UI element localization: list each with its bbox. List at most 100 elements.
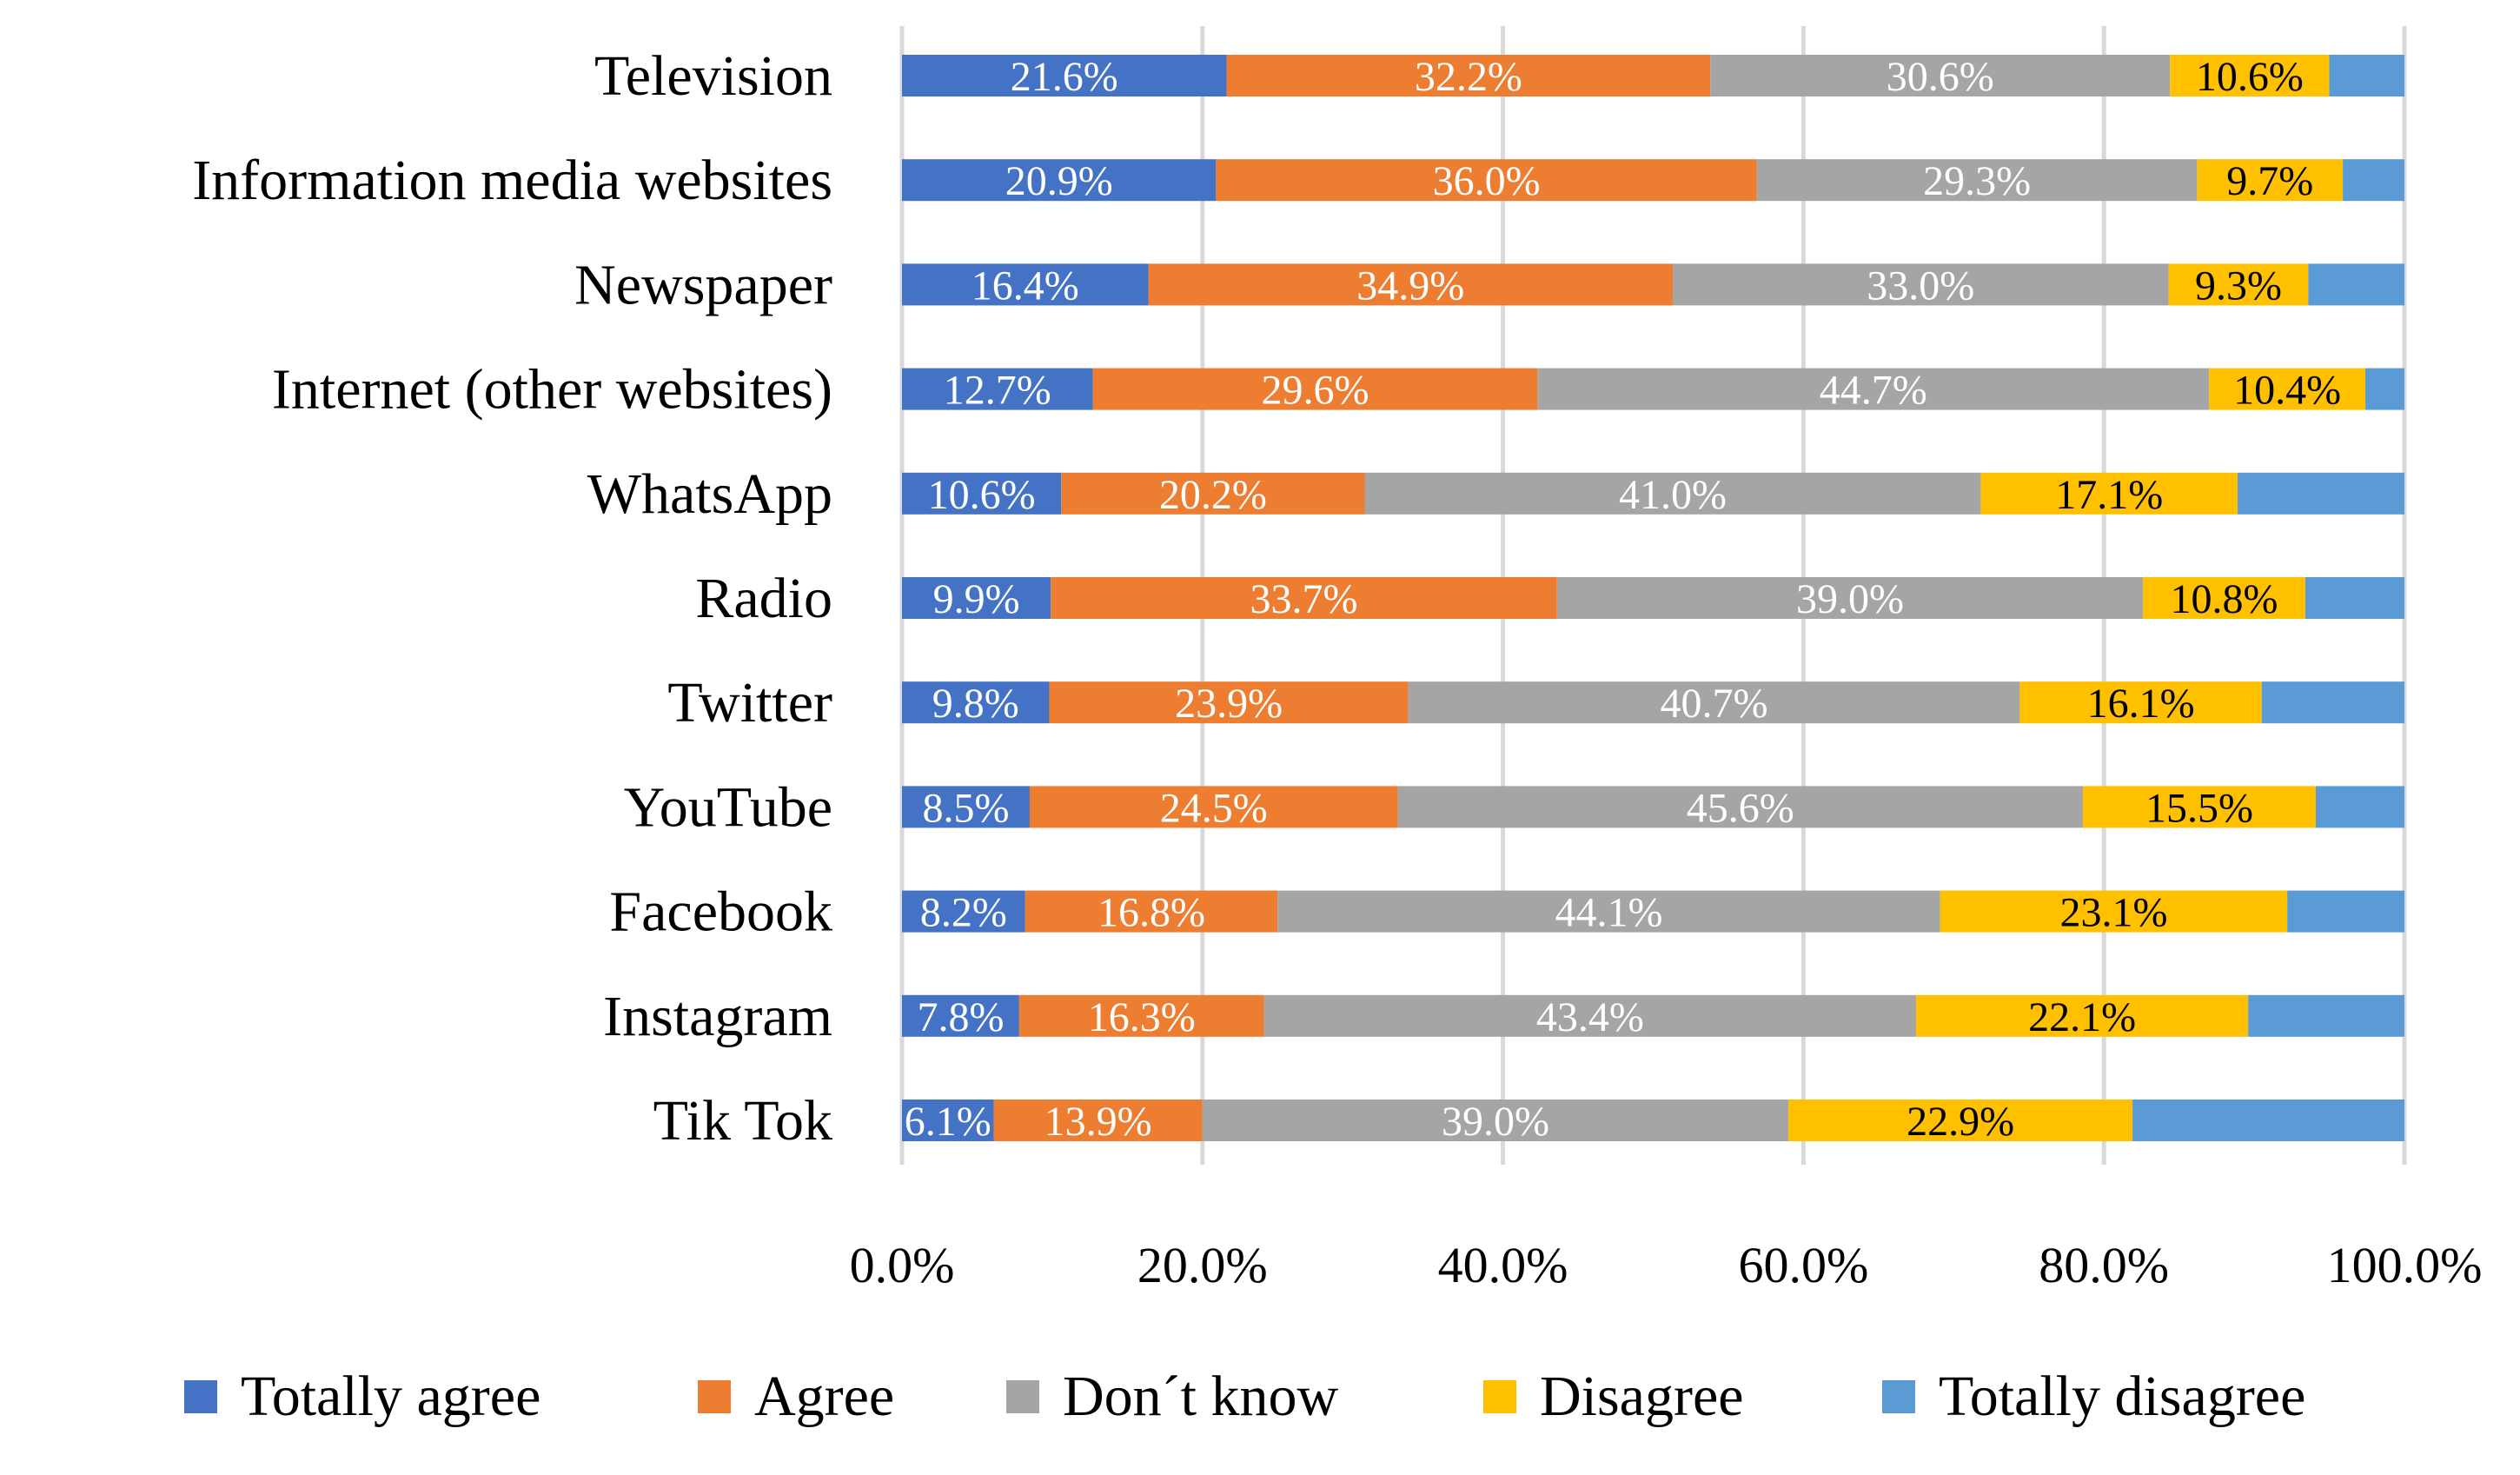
data-label-6-0: 9.8% xyxy=(932,681,1019,727)
bar-segment-2-4 xyxy=(2308,263,2404,306)
data-label-4-1: 20.2% xyxy=(1159,472,1267,518)
bar-segment-0-1 xyxy=(1226,55,1711,96)
data-label-7-1: 24.5% xyxy=(1160,785,1268,831)
data-label-9-2: 43.4% xyxy=(1536,994,1644,1040)
bar-segment-9-3 xyxy=(1916,994,2249,1037)
data-label-5-3: 10.8% xyxy=(2171,576,2278,622)
data-label-1-3: 9.7% xyxy=(2226,158,2313,204)
bar-segment-5-1 xyxy=(1051,577,1557,619)
bar-segment-6-1 xyxy=(1049,681,1409,724)
legend-swatch-0 xyxy=(184,1380,217,1413)
data-label-layer: 21.6% 32.2% 30.6% 10.6% 20.9% 36.0% 29.3% 9.7% 1… xyxy=(905,54,2341,1145)
bar-segment-10-4 xyxy=(2132,1100,2404,1141)
legend-label-0: Totally agree xyxy=(241,1365,540,1428)
data-label-2-1: 34.9% xyxy=(1356,262,1464,309)
value-axis: 0.0% 20.0% 40.0% 60.0% 80.0% 100.0% xyxy=(850,1237,2483,1293)
data-label-8-1: 16.8% xyxy=(1098,890,1205,936)
category-label-8: Facebook xyxy=(609,880,832,944)
category-label-4: WhatsApp xyxy=(587,462,832,526)
data-label-3-3: 10.4% xyxy=(2233,368,2341,414)
legend: Totally agree Agree Don´t know Disagree Tota… xyxy=(184,1365,2305,1428)
data-label-10-3: 22.9% xyxy=(1907,1099,2014,1145)
data-label-2-0: 16.4% xyxy=(972,262,1079,309)
data-label-1-0: 20.9% xyxy=(1005,158,1113,204)
category-label-1: Information media websites xyxy=(192,149,832,212)
bar-segment-5-0 xyxy=(902,577,1051,619)
x-tick-label-0: 0.0% xyxy=(850,1237,955,1293)
category-label-3: Internet (other websites) xyxy=(272,358,832,422)
category-label-10: Tik Tok xyxy=(653,1089,832,1153)
bar-segment-6-4 xyxy=(2261,681,2404,724)
bar-segment-5-3 xyxy=(2143,577,2305,619)
bar-segment-7-3 xyxy=(2082,786,2316,828)
x-tick-label-3: 60.0% xyxy=(1738,1237,1868,1293)
data-label-7-2: 45.6% xyxy=(1687,785,1794,831)
bar-segment-1-1 xyxy=(1216,159,1757,202)
data-label-9-3: 22.1% xyxy=(2028,994,2136,1040)
data-label-10-1: 13.9% xyxy=(1044,1099,1152,1145)
bar-segment-10-0 xyxy=(902,1100,994,1141)
data-label-0-0: 21.6% xyxy=(1011,54,1118,100)
bar-segment-8-4 xyxy=(2287,890,2404,933)
bar-segment-3-4 xyxy=(2365,368,2404,410)
category-label-0: Television xyxy=(594,44,832,108)
data-label-3-0: 12.7% xyxy=(944,368,1051,414)
category-axis: Television Information media websites News… xyxy=(192,44,832,1153)
legend-label-4: Totally disagree xyxy=(1939,1365,2305,1428)
category-label-5: Radio xyxy=(695,567,832,630)
bar-segment-7-1 xyxy=(1029,786,1398,828)
bar-segment-7-4 xyxy=(2315,786,2404,828)
legend-swatch-1 xyxy=(698,1380,731,1413)
legend-label-3: Disagree xyxy=(1540,1365,1744,1428)
bar-segment-8-2 xyxy=(1277,890,1940,933)
x-tick-label-4: 80.0% xyxy=(2039,1237,2169,1293)
x-tick-label-5: 100.0% xyxy=(2327,1237,2483,1293)
bar-segment-6-3 xyxy=(2019,681,2262,724)
x-tick-label-1: 20.0% xyxy=(1137,1237,1268,1293)
bar-segment-9-4 xyxy=(2248,994,2404,1037)
bar-segment-3-0 xyxy=(902,368,1093,410)
data-label-6-3: 16.1% xyxy=(2087,681,2195,727)
data-label-4-3: 17.1% xyxy=(2055,472,2163,518)
bar-segment-7-2 xyxy=(1397,786,2083,828)
bar-segment-1-0 xyxy=(902,159,1217,202)
bar-segment-2-0 xyxy=(902,263,1149,306)
data-label-0-3: 10.6% xyxy=(2196,54,2304,100)
data-label-9-1: 16.3% xyxy=(1088,994,1196,1040)
bar-segment-9-2 xyxy=(1263,994,1917,1037)
data-label-1-2: 29.3% xyxy=(1923,158,2031,204)
bar-segment-0-2 xyxy=(1710,55,2171,96)
data-label-8-3: 23.1% xyxy=(2059,890,2167,936)
bar-segment-10-1 xyxy=(993,1100,1203,1141)
data-label-8-0: 8.2% xyxy=(920,890,1007,936)
x-tick-label-2: 40.0% xyxy=(1438,1237,1568,1293)
data-label-9-0: 7.8% xyxy=(917,994,1004,1040)
category-label-7: YouTube xyxy=(624,775,832,839)
data-label-0-2: 30.6% xyxy=(1887,54,1994,100)
data-label-4-2: 41.0% xyxy=(1619,472,1727,518)
bar-segment-0-3 xyxy=(2170,55,2330,96)
bar-layer xyxy=(902,55,2404,1141)
bar-segment-9-1 xyxy=(1018,994,1264,1037)
data-label-7-0: 8.5% xyxy=(922,785,1009,831)
bar-segment-9-0 xyxy=(902,994,1019,1037)
category-label-9: Instagram xyxy=(603,985,832,1048)
bar-segment-3-3 xyxy=(2209,368,2366,410)
data-label-1-1: 36.0% xyxy=(1433,158,1541,204)
bar-segment-10-2 xyxy=(1202,1100,1789,1141)
legend-swatch-3 xyxy=(1483,1380,1516,1413)
bar-segment-7-0 xyxy=(902,786,1030,828)
category-label-2: Newspaper xyxy=(574,253,832,316)
bar-segment-6-2 xyxy=(1408,681,2020,724)
bar-segment-2-2 xyxy=(1672,263,2169,306)
data-label-10-2: 39.0% xyxy=(1442,1099,1549,1145)
legend-label-2: Don´t know xyxy=(1063,1365,1338,1428)
data-label-0-1: 32.2% xyxy=(1415,54,1522,100)
legend-swatch-4 xyxy=(1882,1380,1915,1413)
bar-segment-8-0 xyxy=(902,890,1025,933)
bar-segment-4-1 xyxy=(1061,472,1365,515)
legend-swatch-2 xyxy=(1006,1380,1039,1413)
bar-segment-4-2 xyxy=(1364,472,1981,515)
bar-segment-3-1 xyxy=(1092,368,1538,410)
